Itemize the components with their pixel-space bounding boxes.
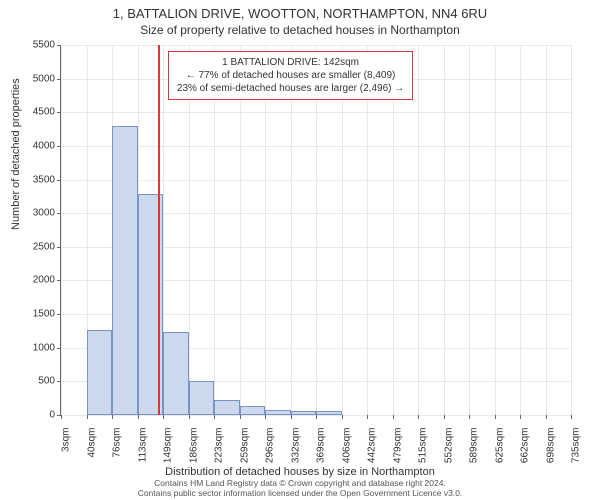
gridline-v [240,45,241,415]
gridline-v [393,45,394,415]
histogram-bar [291,411,317,415]
gridline-v [214,45,215,415]
gridline-v [61,45,62,415]
x-tick-label: 149sqm [161,422,174,464]
x-tick-mark [342,415,343,419]
x-tick-label: 113sqm [135,422,148,463]
footer-line-2: Contains public sector information licen… [0,488,600,498]
gridline-v [444,45,445,415]
x-tick-mark [444,415,445,419]
x-tick-label: 662sqm [518,422,531,464]
x-tick-label: 479sqm [390,422,403,464]
x-tick-mark [189,415,190,419]
annotation-line: ← 77% of detached houses are smaller (8,… [177,69,404,82]
x-tick-mark [546,415,547,419]
histogram-bar [265,410,291,415]
x-tick-label: 40sqm [84,422,97,458]
x-tick-label: 735sqm [569,422,582,464]
x-tick-mark [393,415,394,419]
histogram-bar [87,330,113,415]
gridline-v [495,45,496,415]
x-tick-mark [469,415,470,419]
x-tick-label: 625sqm [492,422,505,464]
x-tick-label: 3sqm [59,422,72,452]
x-tick-mark [571,415,572,419]
histogram-bar [214,400,240,415]
x-tick-mark [61,415,62,419]
x-tick-label: 515sqm [416,422,429,464]
x-tick-label: 332sqm [288,422,301,464]
chart-plot-area: 0500100015002000250030003500400045005000… [60,45,571,416]
chart-title-sub: Size of property relative to detached ho… [0,21,600,37]
annotation-line: 1 BATTALION DRIVE: 142sqm [177,56,404,69]
x-tick-mark [112,415,113,419]
histogram-bar [112,126,138,415]
x-tick-mark [520,415,521,419]
x-tick-mark [240,415,241,419]
histogram-bar [316,411,342,415]
x-tick-mark [418,415,419,419]
gridline-v [367,45,368,415]
x-tick-label: 259sqm [237,422,250,464]
x-tick-mark [163,415,164,419]
x-tick-mark [265,415,266,419]
footer-line-1: Contains HM Land Registry data © Crown c… [0,478,600,488]
gridline-v [418,45,419,415]
histogram-bar [163,332,189,415]
histogram-bar [189,381,215,415]
gridline-v [265,45,266,415]
gridline-v [291,45,292,415]
x-tick-label: 223sqm [212,422,225,464]
gridline-v [520,45,521,415]
x-tick-label: 442sqm [365,422,378,464]
x-tick-label: 406sqm [339,422,352,464]
x-axis-label: Distribution of detached houses by size … [0,466,600,478]
gridline-v [546,45,547,415]
x-tick-label: 296sqm [263,422,276,464]
x-tick-mark [367,415,368,419]
gridline-v [342,45,343,415]
x-tick-mark [291,415,292,419]
x-tick-mark [495,415,496,419]
x-tick-label: 589sqm [467,422,480,464]
footer-attribution: Contains HM Land Registry data © Crown c… [0,478,600,498]
x-tick-mark [316,415,317,419]
annotation-line: 23% of semi-detached houses are larger (… [177,82,404,95]
x-tick-mark [138,415,139,419]
x-tick-label: 186sqm [186,422,199,464]
gridline-v [189,45,190,415]
x-tick-mark [214,415,215,419]
y-axis-label: Number of detached properties [10,78,22,230]
reference-line [158,45,160,415]
gridline-v [469,45,470,415]
gridline-v [316,45,317,415]
x-tick-mark [87,415,88,419]
annotation-box: 1 BATTALION DRIVE: 142sqm← 77% of detach… [168,51,413,100]
x-tick-label: 369sqm [314,422,327,464]
x-tick-label: 76sqm [110,422,123,458]
histogram-bar [240,406,266,415]
gridline-v [571,45,572,415]
x-tick-label: 552sqm [441,422,454,464]
chart-title-main: 1, BATTALION DRIVE, WOOTTON, NORTHAMPTON… [0,0,600,21]
x-tick-label: 698sqm [543,422,556,464]
